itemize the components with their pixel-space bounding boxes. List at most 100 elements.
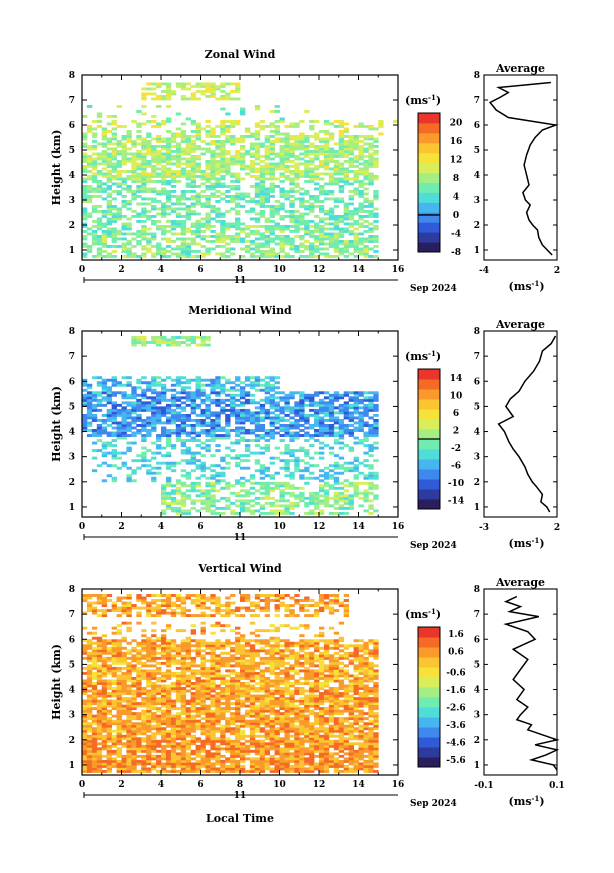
heatmap-cell [106,230,113,233]
heatmap-cell [96,391,103,395]
heatmap-cell [343,250,350,253]
heatmap-cell [86,197,93,201]
heatmap-cell [86,742,93,746]
heatmap-cell [146,714,152,718]
heatmap-cell [264,759,271,763]
heatmap-cell [348,157,354,161]
heatmap-cell [373,152,379,156]
heatmap-cell [156,769,162,773]
heatmap-cell [200,398,206,402]
heatmap-cell [338,250,345,253]
heatmap-cell [121,250,127,253]
heatmap-cell [121,187,127,191]
heatmap-cell [111,240,117,243]
heatmap-cell [309,757,315,761]
colorbar-swatch [418,132,440,144]
heatmap-cell [165,398,172,402]
heatmap-cell [195,232,201,236]
heatmap-cell [185,439,192,442]
colorbar-tick-label: 0 [453,211,459,221]
heatmap-cell [319,408,325,412]
heatmap-cell [254,388,261,392]
heatmap-cell [190,767,196,771]
heatmap-cell [116,421,122,425]
heatmap-cell [101,225,108,228]
heatmap-cell [230,172,236,176]
heatmap-cell [240,754,246,758]
heatmap-cell [111,220,117,223]
heatmap-cell [131,744,137,748]
heatmap-cell [141,152,147,156]
heatmap-cell [190,120,196,123]
heatmap-cell [279,406,285,410]
heatmap-cell [175,391,182,395]
heatmap-cell [294,494,300,498]
heatmap-cell [353,135,359,138]
heatmap-cell [156,461,162,465]
heatmap-cell [338,393,345,397]
heatmap-cell [358,180,364,183]
heatmap-cell [294,227,300,231]
heatmap-cell [165,707,172,711]
heatmap-cell [363,509,369,513]
heatmap-cell [91,132,98,136]
heatmap-cell [161,378,167,382]
heatmap-cell [180,336,187,339]
heatmap-cell [165,162,172,166]
heatmap-cell [126,252,132,256]
heatmap-cell [240,237,246,241]
heatmap-cell [240,411,246,415]
heatmap-cell [151,724,157,728]
heatmap-cell [284,499,290,503]
heatmap-cell [121,215,127,218]
heatmap-cell [106,712,113,716]
heatmap-cell [161,727,167,731]
heatmap-cell [348,222,354,226]
heatmap-cell [353,411,359,415]
heatmap-cell [319,479,325,483]
heatmap-cell [175,157,182,161]
heatmap-cell [284,509,290,513]
heatmap-cell [205,180,211,183]
colorbar-units: (ms-1) [405,93,441,107]
heatmap-cell [91,177,98,181]
heatmap-cell [244,135,251,138]
heatmap-cell [235,237,241,241]
heatmap-cell [165,240,172,243]
heatmap-cell [343,401,350,405]
heatmap-cell [141,424,147,427]
heatmap-cell [126,744,132,748]
heatmap-cell [279,411,285,415]
heatmap-cell [279,187,285,191]
heatmap-cell [333,396,340,400]
heatmap-cell [358,744,364,748]
heatmap-cell [170,401,177,405]
heatmap-cell [96,247,103,251]
heatmap-cell [323,499,330,503]
heatmap-cell [126,135,132,138]
heatmap-cell [156,152,162,156]
heatmap-cell [220,127,226,131]
heatmap-cell [333,215,340,218]
heatmap-cell [106,137,113,141]
heatmap-cell [170,757,177,761]
heatmap-cell [319,489,325,493]
heatmap-cell [269,747,275,751]
heatmap-cell [175,378,182,382]
heatmap-cell [328,401,335,405]
heatmap-cell [190,175,196,178]
heatmap-cell [373,418,379,422]
heatmap-cell [151,699,157,703]
heatmap-cell [170,464,177,468]
heatmap-cell [86,434,93,437]
heatmap-cell [151,426,157,430]
heatmap-cell [215,142,221,146]
heatmap-cell [116,732,122,736]
heatmap-cell [91,694,98,698]
heatmap-cell [353,416,359,420]
heatmap-cell [190,403,196,407]
heatmap-cell [200,391,206,395]
heatmap-cell [101,729,108,733]
heatmap-cell [284,403,290,407]
